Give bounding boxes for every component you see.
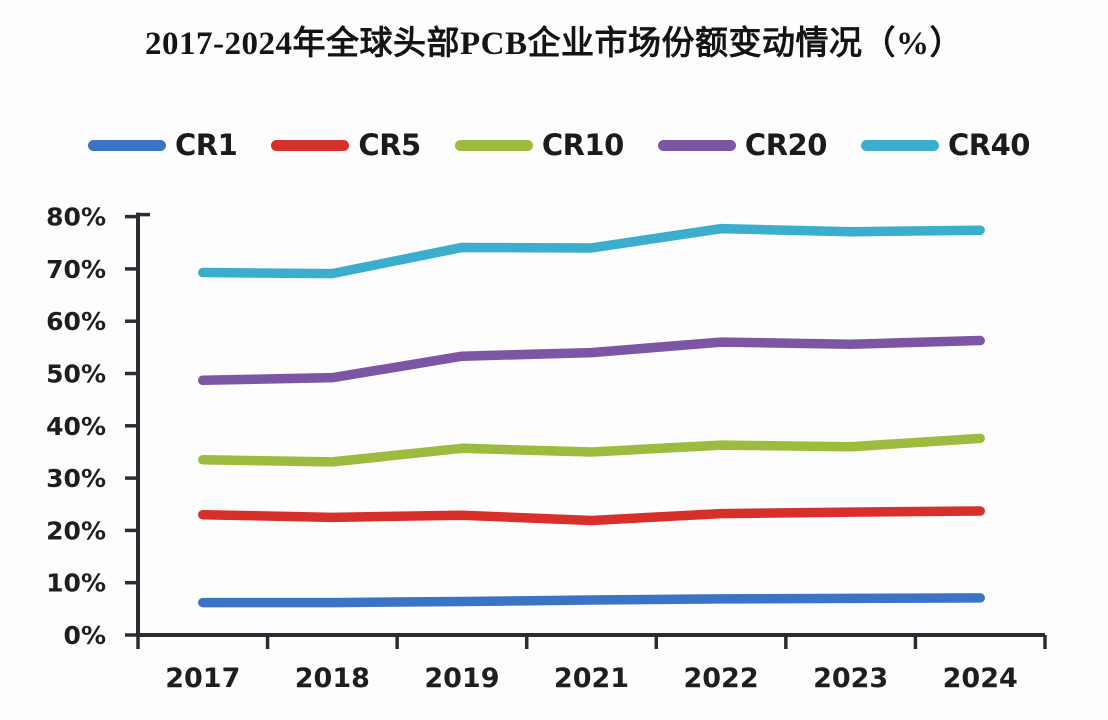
legend-swatch-cr10 — [454, 139, 533, 151]
legend-swatch-cr1 — [88, 139, 166, 151]
legend-label: CR5 — [358, 128, 421, 162]
legend-item-cr20: CR20 — [657, 128, 827, 162]
x-axis-tick-label: 2017 — [165, 663, 240, 694]
y-axis-tick-label: 0% — [64, 621, 106, 650]
series-line-cr5 — [198, 506, 985, 526]
legend-label: CR1 — [175, 128, 238, 162]
series-line-cr1 — [198, 593, 985, 608]
legend-item-cr10: CR10 — [454, 128, 624, 162]
series-line-cr10 — [198, 433, 985, 467]
y-axis-tick-label: 60% — [46, 307, 106, 336]
y-axis-tick-label: 10% — [46, 569, 106, 598]
legend-item-cr40: CR40 — [861, 128, 1030, 162]
legend-label: CR20 — [744, 128, 827, 162]
legend-item-cr5: CR5 — [271, 128, 421, 162]
y-axis-tick-label: 30% — [46, 464, 106, 493]
chart-title: 2017-2024年全球头部PCB企业市场份额变动情况（%） — [145, 26, 963, 62]
legend-swatch-cr5 — [271, 139, 350, 151]
y-axis-tick-label: 50% — [46, 360, 106, 389]
x-axis-tick-label: 2021 — [554, 663, 629, 694]
series-line-cr40 — [198, 223, 985, 279]
y-axis-tick-label: 40% — [46, 412, 106, 441]
series-line-cr20 — [198, 335, 985, 386]
x-axis-tick-label: 2022 — [683, 663, 758, 694]
y-axis-tick-label: 70% — [46, 255, 106, 284]
x-axis-tick-label: 2023 — [813, 663, 888, 694]
legend-label: CR10 — [541, 128, 624, 162]
legend-item-cr1: CR1 — [88, 128, 238, 162]
x-axis-tick-label: 2024 — [943, 663, 1018, 694]
legend: CR1 CR5 CR10 CR20 CR40 — [88, 128, 1030, 162]
legend-swatch-cr20 — [657, 139, 736, 151]
legend-label: CR40 — [948, 128, 1030, 162]
x-axis-tick-label: 2019 — [424, 663, 499, 694]
legend-swatch-cr40 — [861, 139, 939, 151]
y-axis-tick-label: 20% — [46, 516, 106, 545]
x-axis-tick-label: 2018 — [295, 663, 370, 694]
y-axis-tick-label: 80% — [46, 203, 106, 232]
